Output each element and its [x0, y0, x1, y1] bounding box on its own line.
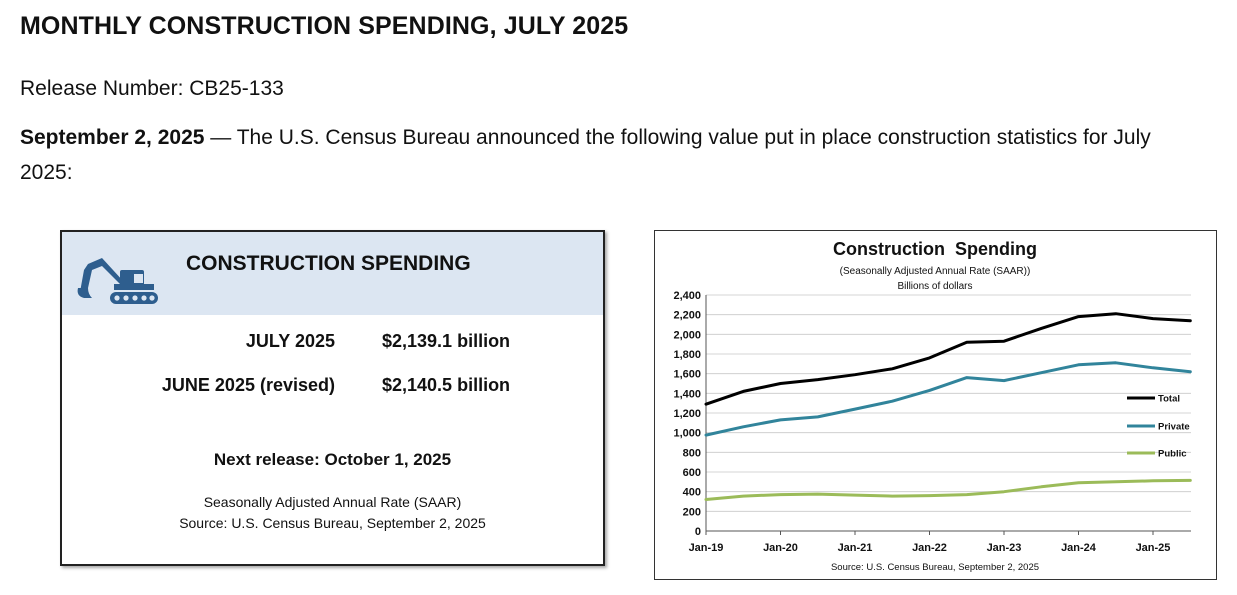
stat-label: JULY 2025 — [245, 331, 335, 351]
chart-units: Billions of dollars — [897, 281, 972, 292]
stat-value: $2,139.1 billion — [382, 331, 511, 351]
release-number: Release Number: CB25-133 — [20, 77, 284, 100]
chart-title: Construction Spending — [833, 239, 1037, 259]
summary-card-title: CONSTRUCTION SPENDING — [186, 252, 471, 275]
chart-panel: Construction Spending (Seasonally Adjust… — [654, 230, 1217, 580]
y-tick-label: 800 — [683, 447, 701, 459]
excavator-icon — [77, 258, 158, 304]
intro-text: — The U.S. Census Bureau announced the f… — [20, 126, 1151, 184]
y-tick-label: 1,400 — [673, 388, 701, 400]
legend-label-private: Private — [1158, 422, 1190, 433]
x-tick-label: Jan-25 — [1136, 542, 1171, 554]
y-tick-label: 1,200 — [673, 408, 701, 420]
y-tick-label: 2,400 — [673, 290, 701, 302]
construction-spending-chart: Construction Spending (Seasonally Adjust… — [673, 239, 1192, 573]
legend-label-total: Total — [1158, 394, 1180, 405]
intro-date: September 2, 2025 — [20, 126, 205, 149]
legend-label-public: Public — [1158, 449, 1187, 460]
x-tick-label: Jan-22 — [912, 542, 947, 554]
x-tick-label: Jan-24 — [1061, 542, 1097, 554]
series-line-private — [704, 361, 1192, 437]
y-tick-label: 200 — [683, 506, 701, 518]
stat-label: JUNE 2025 (revised) — [161, 375, 335, 395]
y-tick-label: 400 — [683, 487, 701, 499]
x-tick-label: Jan-21 — [838, 542, 873, 554]
y-tick-label: 2,200 — [673, 310, 701, 322]
saar-note: Seasonally Adjusted Annual Rate (SAAR) — [203, 494, 462, 510]
x-tick-label: Jan-20 — [763, 542, 798, 554]
chart-source: Source: U.S. Census Bureau, September 2,… — [831, 562, 1039, 573]
series-line-total — [704, 312, 1192, 406]
y-tick-label: 0 — [695, 526, 701, 538]
y-tick-label: 1,600 — [673, 369, 701, 381]
stat-value: $2,140.5 billion — [382, 375, 511, 395]
chart-subtitle: (Seasonally Adjusted Annual Rate (SAAR)) — [840, 266, 1031, 277]
summary-card-header: CONSTRUCTION SPENDING — [62, 232, 603, 315]
intro-paragraph: September 2, 2025 — The U.S. Census Bure… — [20, 120, 1200, 190]
y-tick-label: 1,000 — [673, 428, 701, 440]
x-tick-label: Jan-23 — [987, 542, 1022, 554]
x-tick-label: Jan-19 — [689, 542, 724, 554]
series-line-public — [704, 478, 1192, 501]
source-note: Source: U.S. Census Bureau, September 2,… — [179, 515, 486, 531]
summary-card: CONSTRUCTION SPENDING JULY 2025 $2,139.1… — [60, 230, 605, 566]
next-release-date: Next release: October 1, 2025 — [213, 450, 452, 469]
y-tick-label: 1,800 — [673, 349, 701, 361]
y-tick-label: 2,000 — [673, 329, 701, 341]
y-tick-label: 600 — [683, 467, 701, 479]
page-title: MONTHLY CONSTRUCTION SPENDING, JULY 2025 — [20, 12, 629, 40]
